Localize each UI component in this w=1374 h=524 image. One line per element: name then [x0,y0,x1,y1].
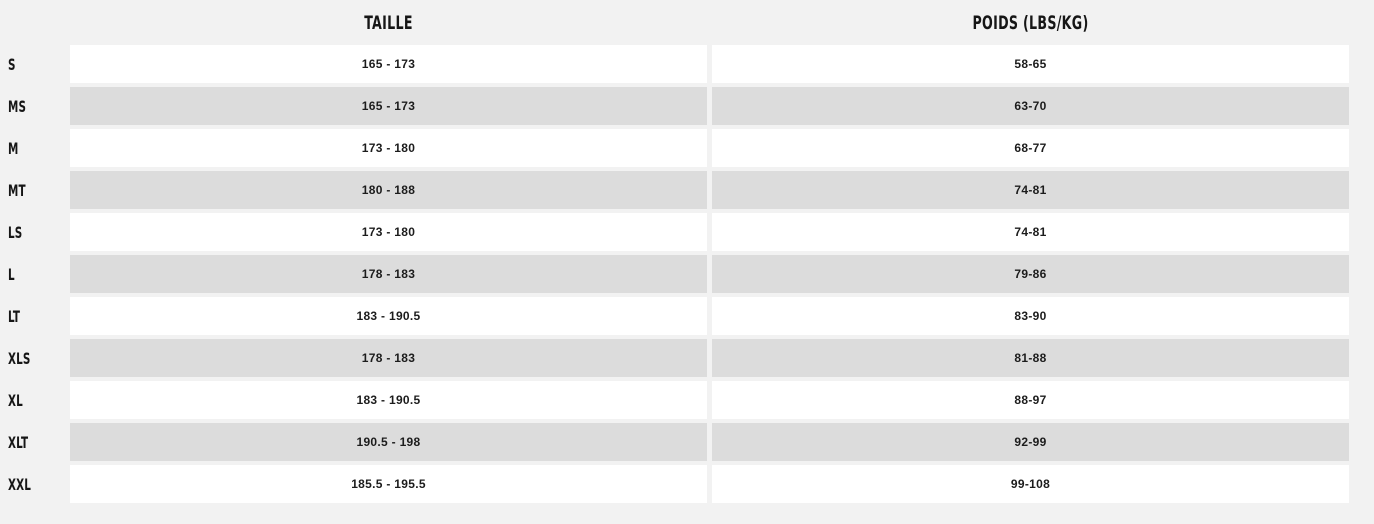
table-row: MS 165 - 173 63-70 [0,87,1374,125]
size-label-text: XL [8,390,23,410]
table-row: XL 183 - 190.5 88-97 [0,381,1374,419]
column-divider [707,129,712,167]
column-divider [707,381,712,419]
cell-taille: 183 - 190.5 [70,297,707,335]
size-label-text: XXL [8,474,32,494]
cell-taille: 173 - 180 [70,213,707,251]
column-divider [707,45,712,83]
column-header-taille: TAILLE [364,11,413,34]
column-divider [707,213,712,251]
row-header-size-label: LS [0,213,70,251]
cell-poids: 74-81 [712,213,1349,251]
column-divider [707,255,712,293]
size-label-text: LT [8,306,21,326]
cell-poids: 63-70 [712,87,1349,125]
row-header-size-label: XL [0,381,70,419]
row-header-size-label: LT [0,297,70,335]
table-row: MT 180 - 188 74-81 [0,171,1374,209]
cell-poids: 88-97 [712,381,1349,419]
row-header-size-label: XXL [0,465,70,503]
size-label-text: XLS [8,348,31,368]
table-row: S 165 - 173 58-65 [0,45,1374,83]
column-divider [707,465,712,503]
table-row: L 178 - 183 79-86 [0,255,1374,293]
cell-taille: 165 - 173 [70,87,707,125]
table-header-row: TAILLE POIDS (LBS/KG) [0,0,1374,45]
table-row: XLT 190.5 - 198 92-99 [0,423,1374,461]
cell-taille: 190.5 - 198 [70,423,707,461]
column-divider [707,87,712,125]
table-body: S 165 - 173 58-65 MS 165 - 173 63-70 M 173 - 18… [0,45,1374,503]
column-divider [707,423,712,461]
table-row: LT 183 - 190.5 83-90 [0,297,1374,335]
size-label-text: S [8,54,16,74]
cell-poids: 99-108 [712,465,1349,503]
cell-poids: 74-81 [712,171,1349,209]
size-label-text: M [8,138,19,158]
column-divider [707,297,712,335]
cell-poids: 92-99 [712,423,1349,461]
table-row: XLS 178 - 183 81-88 [0,339,1374,377]
cell-taille: 173 - 180 [70,129,707,167]
table-row: M 173 - 180 68-77 [0,129,1374,167]
row-header-size-label: MT [0,171,70,209]
cell-poids: 79-86 [712,255,1349,293]
cell-taille: 180 - 188 [70,171,707,209]
cell-taille: 165 - 173 [70,45,707,83]
row-header-size-label: MS [0,87,70,125]
cell-poids: 68-77 [712,129,1349,167]
row-header-size-label: XLT [0,423,70,461]
size-label-text: XLT [8,432,29,452]
table-row: LS 173 - 180 74-81 [0,213,1374,251]
column-header-poids: POIDS (LBS/KG) [972,11,1089,34]
size-label-text: LS [8,222,23,242]
row-header-size-label: XLS [0,339,70,377]
cell-taille: 178 - 183 [70,255,707,293]
column-divider [707,171,712,209]
size-label-text: MT [8,180,26,200]
cell-poids: 83-90 [712,297,1349,335]
cell-taille: 183 - 190.5 [70,381,707,419]
cell-poids: 58-65 [712,45,1349,83]
cell-poids: 81-88 [712,339,1349,377]
table-row: XXL 185.5 - 195.5 99-108 [0,465,1374,503]
size-label-text: L [8,264,15,284]
row-header-size-label: L [0,255,70,293]
cell-taille: 185.5 - 195.5 [70,465,707,503]
row-header-size-label: S [0,45,70,83]
cell-taille: 178 - 183 [70,339,707,377]
row-header-size-label: M [0,129,70,167]
column-divider [707,339,712,377]
size-label-text: MS [8,96,27,116]
